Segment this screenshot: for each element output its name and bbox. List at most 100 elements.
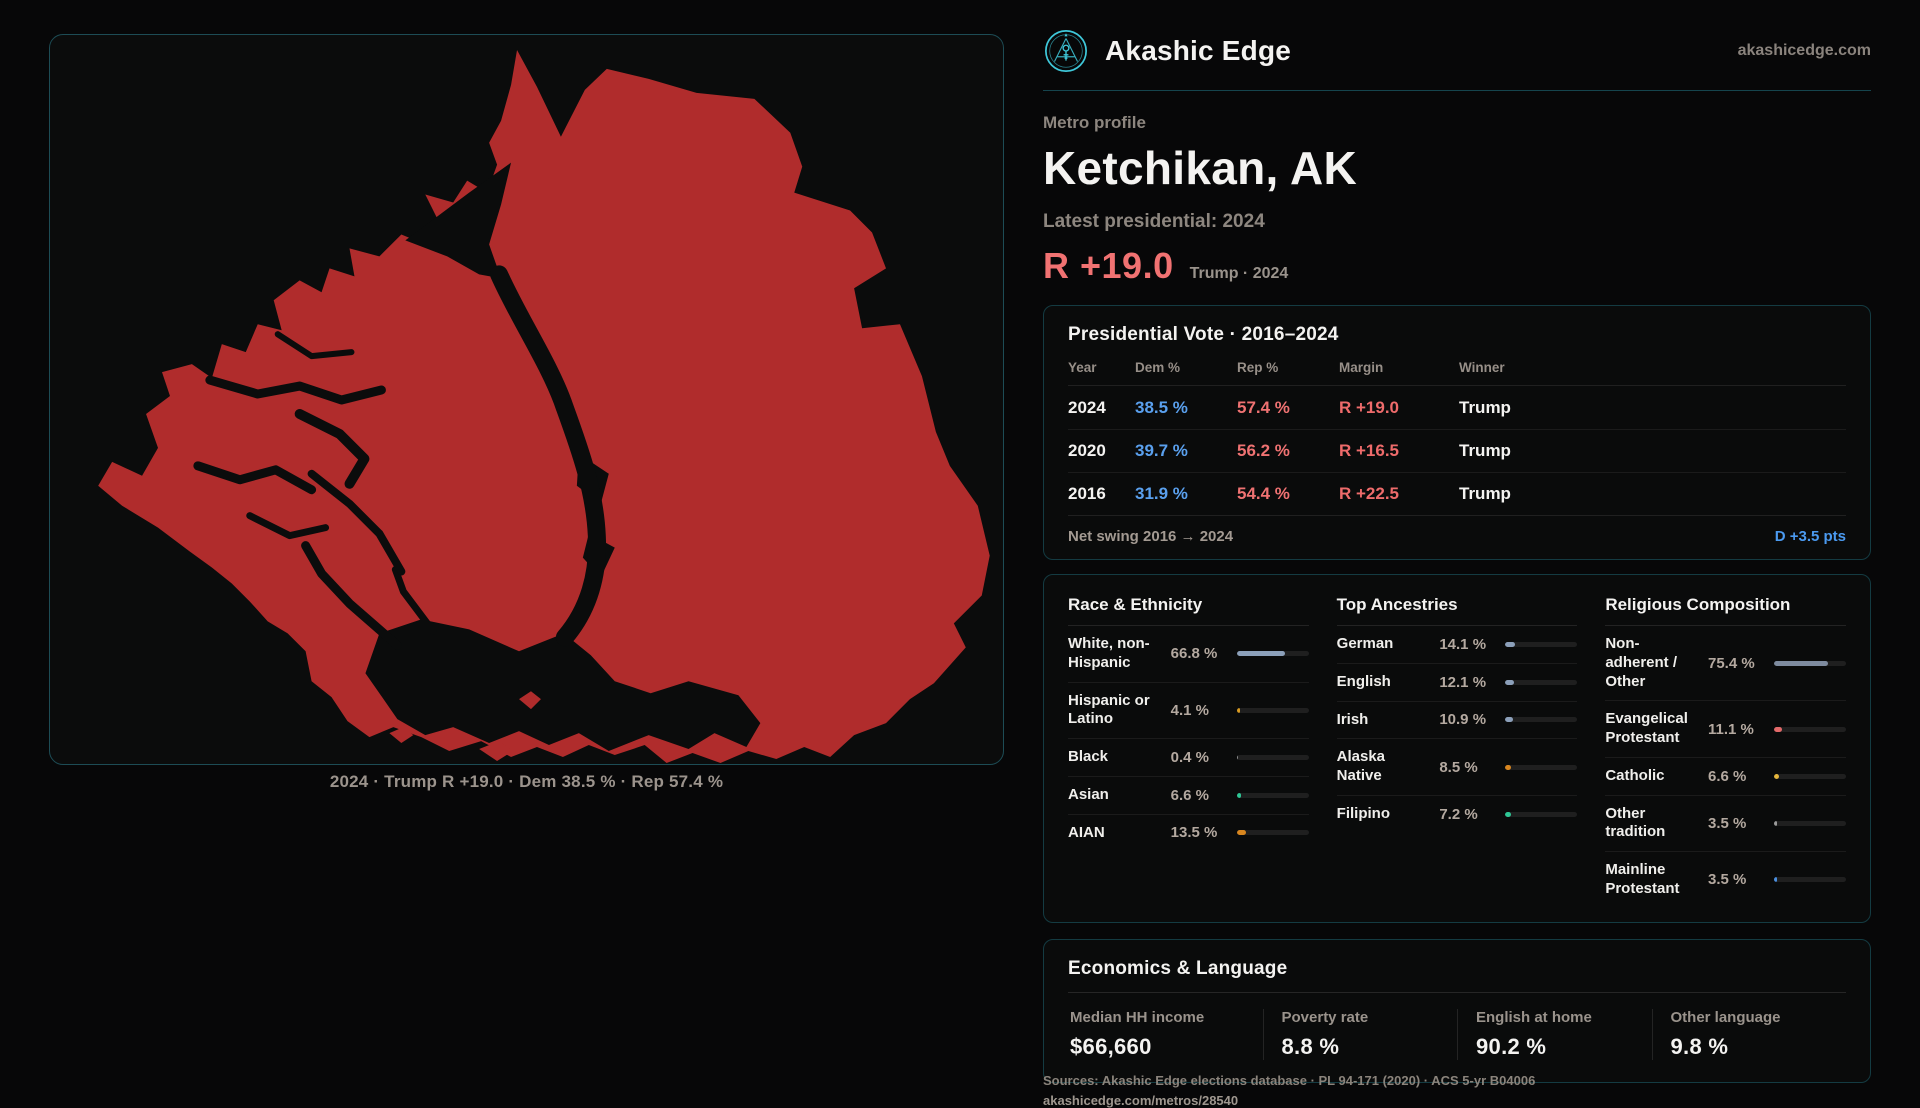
net-swing-value: D +3.5 pts	[1774, 528, 1846, 545]
vote-row: 2024 38.5 % 57.4 % R +19.0 Trump	[1068, 386, 1846, 429]
economic-stat: Median HH income $66,660	[1068, 1009, 1263, 1060]
stat-row: Irish 10.9 %	[1336, 700, 1578, 739]
vote-margin: R +22.5	[1339, 484, 1400, 503]
economics-card-title: Economics & Language	[1068, 957, 1288, 979]
stat-value: 14.1 %	[1439, 635, 1487, 653]
vote-winner: Trump	[1459, 441, 1511, 460]
col-year: Year	[1068, 360, 1097, 375]
stat-row: Filipino 7.2 %	[1336, 794, 1578, 833]
col-margin: Margin	[1339, 360, 1384, 375]
stat-bar	[1505, 717, 1578, 723]
stat-label: AIAN	[1068, 823, 1105, 841]
stat-value: 6.6 %	[1708, 767, 1747, 785]
stat-value: 12.1 %	[1439, 673, 1487, 691]
vote-margin: R +16.5	[1339, 441, 1400, 460]
net-swing-row: Net swing 2016 → 2024 D +3.5 pts	[1068, 515, 1846, 559]
economic-stat-value: $66,660	[1070, 1033, 1152, 1059]
stat-label: Filipino	[1336, 804, 1390, 822]
brand-name: Akashic Edge	[1105, 35, 1292, 66]
religion-section: Religious Composition Non-adherent / Oth…	[1605, 595, 1846, 908]
ancestries-section-title: Top Ancestries	[1336, 595, 1578, 626]
stat-label: German	[1336, 635, 1394, 652]
stat-row: German 14.1 %	[1337, 626, 1578, 663]
vote-rep-pct: 56.2 %	[1237, 441, 1290, 460]
stat-value: 6.6 %	[1170, 786, 1210, 804]
vote-rep-pct: 54.4 %	[1237, 484, 1290, 503]
map-caption: 2024 · Trump R +19.0 · Dem 38.5 % · Rep …	[329, 772, 724, 791]
page-footer: Sources: Akashic Edge elections database…	[1043, 1073, 1871, 1108]
stat-label: Irish	[1336, 710, 1369, 728]
stat-bar	[1236, 792, 1309, 798]
ancestry-rows: German 14.1 % English 12.1 % Irish 10.9 …	[1336, 626, 1578, 833]
headline-margin-value: R +19.0	[1043, 245, 1174, 286]
sources-line: Sources: Akashic Edge elections database…	[1043, 1072, 1536, 1088]
county-map	[98, 49, 990, 764]
vote-margin: R +19.0	[1339, 397, 1400, 417]
stat-label: Evangelical Protestant	[1605, 710, 1688, 746]
stat-row: Non-adherent / Other 75.4 %	[1605, 626, 1846, 700]
stat-value: 0.4 %	[1170, 748, 1210, 766]
presidential-vote-card: Presidential Vote · 2016–2024 Year Dem %…	[1043, 305, 1871, 560]
brand-domain-link[interactable]: akashicedge.com	[1737, 42, 1871, 59]
permalink[interactable]: akashicedge.com/metros/28540	[1043, 1092, 1239, 1108]
stat-value: 3.5 %	[1708, 814, 1747, 832]
stat-value: 4.1 %	[1170, 701, 1210, 719]
demographics-card: Race & Ethnicity White, non-Hispanic 66.…	[1043, 574, 1871, 923]
stat-label: White, non-Hispanic	[1068, 635, 1150, 671]
stat-bar	[1774, 726, 1846, 732]
stat-row: Hispanic or Latino 4.1 %	[1068, 681, 1309, 739]
ancestries-section: Top Ancestries German 14.1 % English 12.…	[1336, 595, 1578, 908]
stat-row: Alaska Native 8.5 %	[1336, 738, 1578, 795]
stat-label: English	[1336, 672, 1391, 690]
stat-bar	[1505, 679, 1578, 685]
vote-winner: Trump	[1459, 397, 1511, 417]
vote-winner: Trump	[1459, 484, 1511, 503]
stat-label: Other tradition	[1605, 804, 1666, 841]
stat-row: White, non-Hispanic 66.8 %	[1068, 626, 1309, 682]
vote-dem-pct: 38.5 %	[1135, 397, 1188, 417]
economic-stat-label: Other language	[1670, 1008, 1781, 1026]
stat-bar	[1774, 820, 1846, 826]
economic-stat: Poverty rate 8.8 %	[1262, 1008, 1458, 1060]
vote-year: 2016	[1068, 484, 1106, 503]
economic-stat-label: English at home	[1476, 1008, 1592, 1026]
col-dem: Dem %	[1135, 360, 1181, 375]
vote-dem-pct: 31.9 %	[1135, 484, 1188, 503]
vote-year: 2020	[1068, 441, 1106, 460]
stat-row: Other tradition 3.5 %	[1605, 794, 1846, 852]
economics-divider	[1068, 991, 1846, 993]
latest-presidential-label: Latest presidential: 2024	[1043, 211, 1265, 232]
race-rows: White, non-Hispanic 66.8 % Hispanic or L…	[1068, 626, 1309, 851]
col-rep: Rep %	[1237, 360, 1279, 375]
stat-bar	[1236, 707, 1309, 713]
stat-bar	[1774, 660, 1846, 666]
economic-stat: English at home 90.2 %	[1457, 1008, 1652, 1060]
headline-margin-row: R +19.0 Trump · 2024	[1043, 245, 1871, 287]
vote-year: 2024	[1068, 397, 1106, 417]
map-land-shape	[98, 49, 990, 764]
economics-stats: Median HH income $66,660 Poverty rate 8.…	[1068, 1008, 1847, 1060]
stat-label: Alaska Native	[1336, 748, 1386, 784]
stat-bar	[1774, 773, 1846, 779]
vote-card-title: Presidential Vote · 2016–2024	[1068, 324, 1339, 345]
stat-value: 13.5 %	[1170, 824, 1218, 842]
economics-language-card: Economics & Language Median HH income $6…	[1043, 938, 1871, 1083]
metro-profile-eyebrow: Metro profile	[1043, 113, 1146, 132]
stat-row: AIAN 13.5 %	[1068, 813, 1309, 852]
headline-context: Trump · 2024	[1189, 265, 1289, 282]
economic-stat-value: 8.8 %	[1281, 1033, 1340, 1059]
stat-label: Catholic	[1605, 766, 1665, 784]
stat-row: Evangelical Protestant 11.1 %	[1605, 700, 1846, 757]
stat-row: English 12.1 %	[1336, 662, 1578, 701]
economic-stat: Other language 9.8 %	[1651, 1008, 1847, 1060]
economic-stat-label: Median HH income	[1070, 1008, 1205, 1026]
race-ethnicity-section: Race & Ethnicity White, non-Hispanic 66.…	[1068, 595, 1309, 908]
stat-label: Non-adherent / Other	[1605, 635, 1678, 690]
stat-value: 7.2 %	[1439, 805, 1478, 823]
col-winner: Winner	[1459, 360, 1505, 375]
stat-bar	[1236, 830, 1309, 836]
stat-bar	[1505, 764, 1578, 770]
stat-label: Mainline Protestant	[1605, 861, 1680, 897]
economic-stat-label: Poverty rate	[1281, 1008, 1369, 1026]
stat-value: 11.1 %	[1708, 720, 1754, 738]
